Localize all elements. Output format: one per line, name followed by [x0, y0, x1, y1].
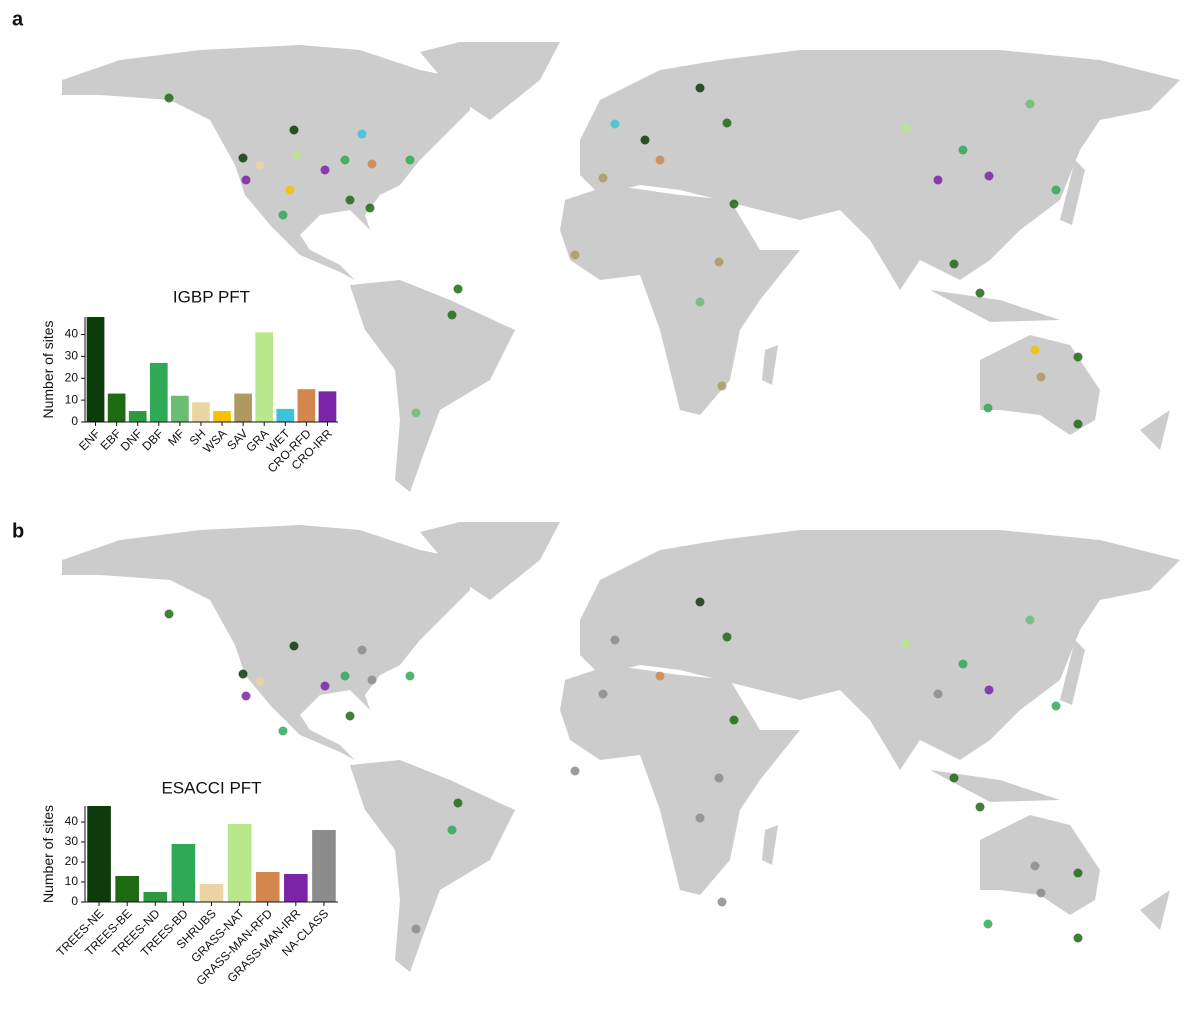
bar [234, 393, 252, 422]
y-axis-label: Number of sites [40, 805, 56, 903]
y-tick-label: 30 [65, 834, 79, 848]
bar [171, 844, 196, 902]
map-a [62, 42, 1180, 492]
bar [115, 876, 139, 902]
bar [86, 317, 105, 422]
y-tick-label: 40 [65, 814, 79, 828]
panel-label: b [12, 520, 24, 542]
bar [227, 824, 252, 902]
bar [284, 874, 308, 902]
y-axis-label: Number of sites [40, 320, 56, 418]
bar [312, 830, 336, 902]
sites-a [164, 83, 1083, 429]
bar [213, 411, 231, 422]
bar [149, 362, 168, 422]
y-tick-label: 0 [71, 894, 78, 908]
bar [128, 411, 147, 422]
y-tick-label: 0 [71, 414, 78, 428]
y-tick-label: 10 [65, 392, 79, 406]
bar [255, 332, 274, 422]
bar [199, 884, 224, 902]
x-tick-label: DNF [118, 426, 145, 453]
chart-title: ESACCI PFT [161, 778, 261, 797]
sites-b [164, 597, 1083, 943]
y-tick-label: 40 [65, 327, 79, 341]
y-tick-label: 30 [65, 349, 79, 363]
chart-title: IGBP PFT [173, 287, 250, 306]
bar [297, 389, 316, 422]
bar [276, 408, 295, 422]
y-tick-label: 20 [65, 854, 79, 868]
y-tick-label: 10 [65, 874, 79, 888]
bar [192, 402, 210, 422]
x-tick-label: EBF [98, 426, 124, 452]
bar [143, 892, 168, 902]
x-tick-label: MF [165, 426, 187, 448]
bar [107, 393, 126, 422]
x-tick-label: DBF [139, 426, 166, 453]
bar [255, 872, 280, 902]
panel-label: a [12, 8, 24, 30]
y-tick-label: 20 [65, 370, 79, 384]
bar [87, 806, 111, 902]
bar [171, 395, 189, 422]
bar [318, 391, 337, 422]
map-b [62, 522, 1180, 972]
x-tick-label: ENF [76, 426, 103, 453]
